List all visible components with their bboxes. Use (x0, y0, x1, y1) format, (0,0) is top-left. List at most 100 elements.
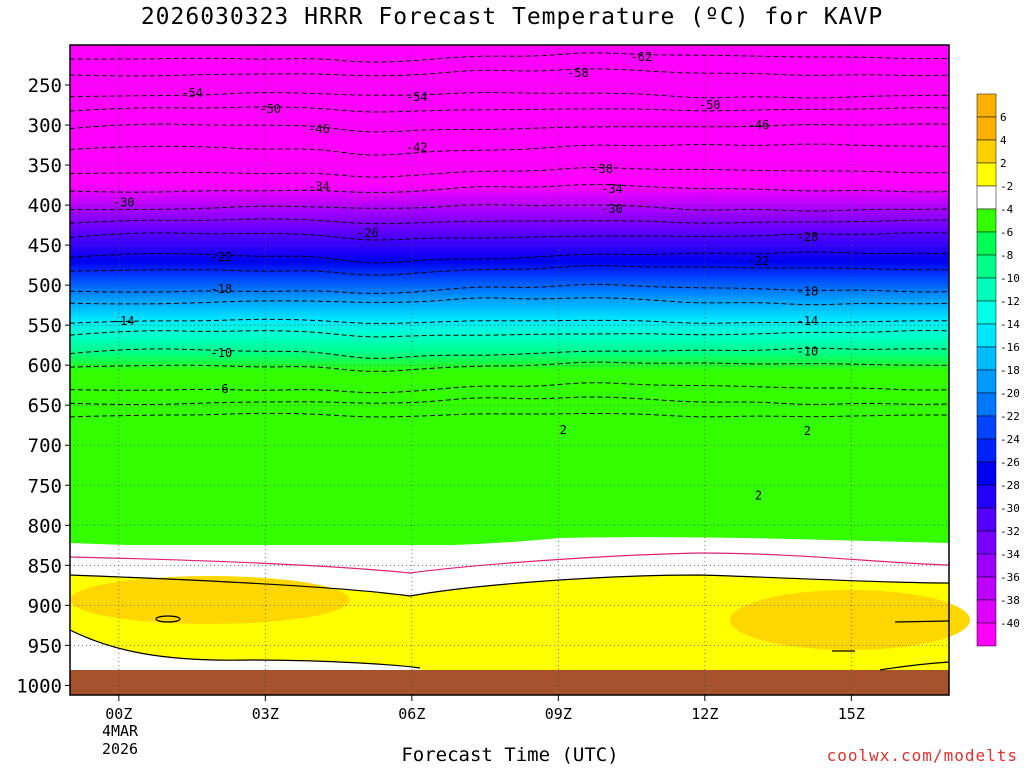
colorbar-label: -14 (1000, 318, 1020, 331)
contour-label: 2 (560, 423, 567, 437)
x-tick-label: 09Z (545, 705, 572, 723)
warm-pocket-east (730, 590, 970, 650)
colorbar-cell (976, 484, 997, 509)
contour-label: -18 (797, 285, 819, 299)
y-tick-label: 850 (28, 555, 62, 577)
contour-line (69, 382, 950, 394)
colorbar-label: -22 (1000, 410, 1020, 423)
contour-line (69, 106, 950, 113)
colorbar-cell (976, 415, 997, 440)
contour-line (69, 143, 950, 156)
colorbar-cell (976, 139, 997, 164)
colorbar: 6 4 2 -2 -4 -6 -8 -10 -12 -14 -16 -18 -20 -22 -24 -26 -2… (976, 93, 1020, 647)
colorbar-cell (976, 461, 997, 486)
x-axis-label: Forecast Time (UTC) (401, 744, 619, 766)
contour-line (69, 396, 950, 406)
contour-label: -62 (631, 50, 653, 64)
colorbar-cell (976, 599, 997, 624)
low-level-white (70, 630, 420, 671)
contour-line (69, 218, 950, 225)
contour-label: -30 (601, 202, 623, 216)
plot-frame (69, 44, 950, 696)
contour-line (69, 91, 950, 99)
colorbar-cell (976, 507, 997, 532)
date-label-month: 4MAR (101, 722, 139, 740)
contour-label: 2 (755, 489, 762, 503)
y-tick-label: 500 (28, 275, 62, 297)
colorbar-cell (976, 392, 997, 417)
contour-line (69, 283, 950, 294)
colorbar-label: -18 (1000, 364, 1020, 377)
contour-line (69, 330, 950, 338)
contour-label: -6 (214, 382, 228, 396)
contour-label: -22 (748, 254, 770, 268)
y-tick-label: 450 (28, 235, 62, 257)
grid-lines (70, 45, 949, 695)
y-tick-label: 400 (28, 195, 62, 217)
x-tick-label: 03Z (252, 705, 279, 723)
x-tick-label: 00Z (105, 705, 132, 723)
colorbar-label: -32 (1000, 525, 1020, 538)
contour-label: -22 (211, 250, 233, 264)
colorbar-label: -30 (1000, 502, 1020, 515)
credit-link[interactable]: coolwx.com/modelts (826, 746, 1018, 765)
colorbar-label: -40 (1000, 617, 1020, 630)
contour-line (69, 167, 950, 178)
contour-label: -10 (797, 345, 819, 359)
colorbar-cell (976, 530, 997, 555)
x-tick-label: 15Z (838, 705, 865, 723)
y-tick-label: 250 (28, 75, 62, 97)
colorbar-cell (976, 254, 997, 279)
y-tick-label: 550 (28, 315, 62, 337)
date-label-year: 2026 (101, 740, 139, 758)
colorbar-cell (976, 576, 997, 601)
colorbar-label: -38 (1000, 594, 1020, 607)
warm-pocket-west (70, 576, 350, 624)
contour-label: -28 (797, 230, 819, 244)
colorbar-cell (976, 116, 997, 141)
x-tick-label: 06Z (398, 705, 425, 723)
colorbar-cell (976, 162, 997, 187)
colorbar-cell (976, 323, 997, 348)
colorbar-label: -20 (1000, 387, 1020, 400)
contour-label: -58 (567, 66, 589, 80)
colorbar-label: -24 (1000, 433, 1020, 446)
colorbar-cell (976, 300, 997, 325)
colorbar-label: 6 (1000, 111, 1007, 124)
contour-label: -18 (211, 282, 233, 296)
contour-line (69, 232, 950, 241)
contour-label: -30 (113, 196, 135, 210)
colorbar-label: -12 (1000, 295, 1020, 308)
contour-label: -38 (591, 162, 613, 176)
contour-line (69, 123, 950, 133)
y-tick-label: 900 (28, 595, 62, 617)
y-tick-label: 350 (28, 155, 62, 177)
contour-label: -54 (406, 90, 428, 104)
y-tick-label: 300 (28, 115, 62, 137)
colorbar-cell (976, 277, 997, 302)
y-tick-label: 750 (28, 475, 62, 497)
colorbar-label: -34 (1000, 548, 1020, 561)
chart-title: 2026030323 HRRR Forecast Temperature (ºC… (140, 4, 884, 30)
colorbar-cell (976, 93, 997, 118)
freezing-line (69, 552, 950, 574)
y-tick-label: 600 (28, 355, 62, 377)
colorbar-cell (976, 622, 997, 647)
colorbar-label: -16 (1000, 341, 1020, 354)
contour-label: -50 (259, 102, 281, 116)
colorbar-cell (976, 369, 997, 394)
colorbar-label: -6 (1000, 226, 1013, 239)
x-tick-label: 12Z (691, 705, 718, 723)
colorbar-label: -10 (1000, 272, 1020, 285)
x-axis: 00Z 03Z 06Z 09Z 12Z 15Z (105, 695, 865, 723)
solid-contours (69, 574, 950, 671)
y-tick-label: 950 (28, 635, 62, 657)
contour-line (69, 52, 950, 63)
contour-label: -54 (181, 86, 203, 100)
contour-label: -14 (113, 314, 135, 328)
contour-label: -46 (308, 122, 330, 136)
contour-label: -34 (308, 180, 330, 194)
contour-label: -14 (797, 314, 819, 328)
colorbar-cell (976, 231, 997, 256)
